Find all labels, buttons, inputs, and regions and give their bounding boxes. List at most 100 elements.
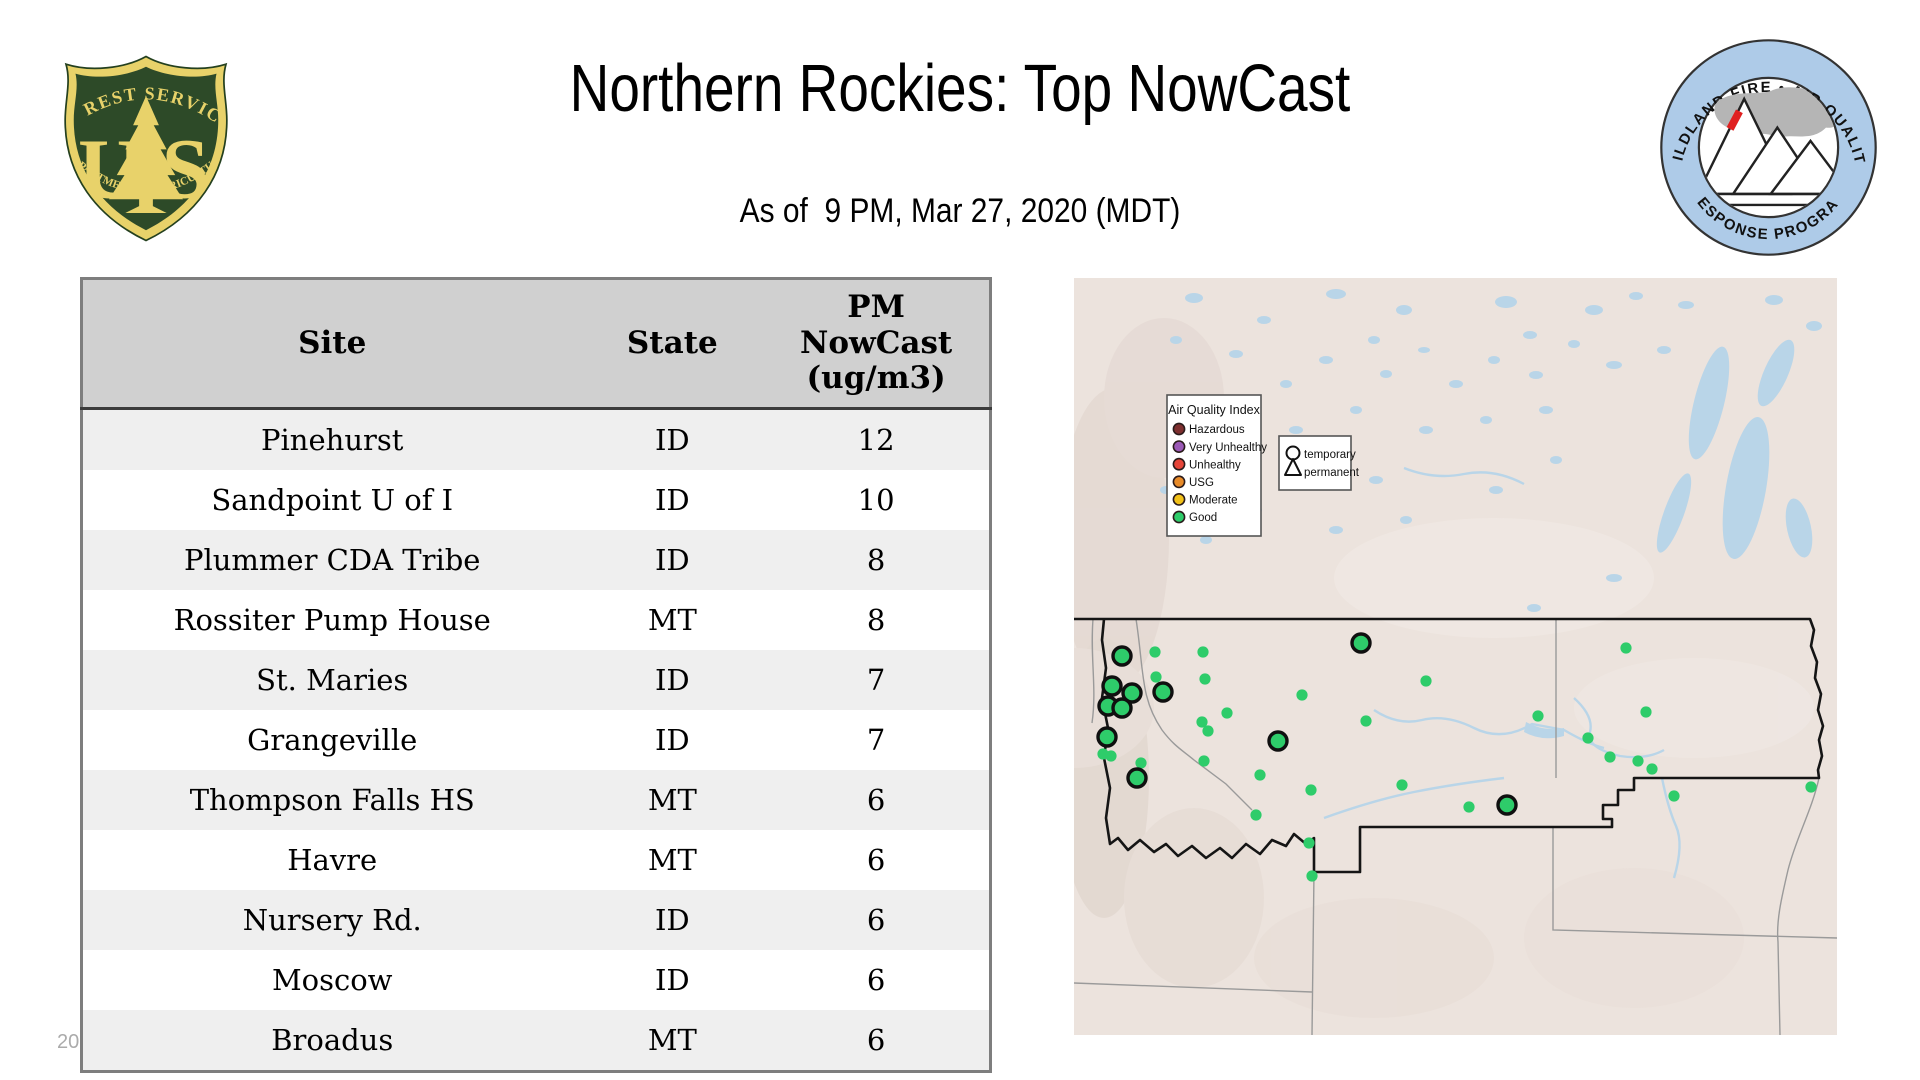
aqi-label: Very Unhealthy (1189, 442, 1267, 454)
cell-site: Sandpoint U of I (211, 483, 454, 517)
table-header-row: Site State PM NowCast (ug/m3) (81, 278, 991, 410)
aqi-legend: Air Quality Index Hazardous Very Unhealth… (1166, 394, 1267, 537)
table-row: Rossiter Pump House MT 8 (81, 590, 991, 650)
cell-state: ID (654, 423, 690, 457)
monitor-dot-small (1582, 732, 1594, 744)
monitor-dot-small (1306, 870, 1318, 882)
cell-state: MT (647, 843, 697, 877)
monitor-map: Air Quality Index Hazardous Very Unhealth… (1074, 278, 1837, 1035)
monitor-dot-small (1149, 646, 1161, 658)
monitor-dot-small (1805, 781, 1817, 793)
cell-state: MT (647, 1023, 697, 1057)
monitor-dot-small (1620, 642, 1632, 654)
aqi-label: USG (1189, 477, 1214, 489)
monitor-dot-large (1111, 645, 1133, 667)
cell-site: Havre (287, 843, 378, 877)
col-state-header: State (581, 278, 764, 410)
monitor-dot-large (1096, 726, 1118, 748)
cell-state: ID (654, 543, 690, 577)
table-row: St. Maries ID 7 (81, 650, 991, 710)
monitor-dot-small (1396, 779, 1408, 791)
cell-site: Thompson Falls HS (189, 783, 475, 817)
monitor-dot-small (1296, 689, 1308, 701)
table-body: Pinehurst ID 12 Sandpoint U of I ID 10 Plummer… (81, 408, 991, 1072)
cell-state: ID (654, 483, 690, 517)
aqi-label: Unhealthy (1189, 459, 1241, 471)
monitor-dot-small (1199, 673, 1211, 685)
pine-tree-icon (109, 96, 183, 213)
nowcast-table: Site State PM NowCast (ug/m3) Pinehurst ID 1… (80, 277, 992, 1073)
aqi-label: Good (1189, 512, 1217, 524)
aqi-swatch-unhealthy (1172, 457, 1186, 471)
monitor-dot-small (1632, 755, 1644, 767)
cell-site: Pinehurst (261, 423, 404, 457)
monitor-dot-small (1305, 784, 1317, 796)
monitor-dot-small (1604, 751, 1616, 763)
marker-legend: temporary permanent (1278, 435, 1360, 491)
monitor-dot-large (1121, 682, 1143, 704)
fort-peck-lake (1524, 722, 1564, 739)
monitor-dot-small (1198, 755, 1210, 767)
monitor-dot-large (1350, 632, 1372, 654)
monitor-dot-small (1303, 837, 1315, 849)
cell-state: ID (654, 903, 690, 937)
monitor-dot-small (1221, 707, 1233, 719)
page-title: Northern Rockies: Top NowCast (569, 51, 1351, 126)
table-row: Nursery Rd. ID 6 (81, 890, 991, 950)
cell-state: MT (647, 603, 697, 637)
cell-nowcast: 6 (866, 1023, 886, 1057)
aqi-label: Moderate (1189, 495, 1238, 507)
monitor-dot-small (1202, 725, 1214, 737)
cell-nowcast: 6 (866, 783, 886, 817)
cell-state: MT (647, 783, 697, 817)
cell-nowcast: 8 (866, 543, 886, 577)
monitor-dot-small (1640, 706, 1652, 718)
aqi-swatch-usg (1172, 475, 1186, 489)
permanent-marker-icon (1284, 458, 1302, 476)
cell-site: Plummer CDA Tribe (183, 543, 481, 577)
aqi-swatch-good (1172, 510, 1186, 524)
monitor-dot-large (1152, 681, 1174, 703)
monitor-dot-small (1532, 710, 1544, 722)
aqi-label: Hazardous (1189, 424, 1245, 436)
monitor-dot-small (1150, 671, 1162, 683)
cell-nowcast: 8 (866, 603, 886, 637)
col-site-header: Site (81, 278, 582, 410)
monitor-dots-large (1096, 632, 1518, 816)
cell-site: Rossiter Pump House (173, 603, 491, 637)
cell-site: Moscow (271, 963, 393, 997)
monitor-dot-large (1496, 794, 1518, 816)
monitor-dot-small (1135, 757, 1147, 769)
table-row: Moscow ID 6 (81, 950, 991, 1010)
table-row: Sandpoint U of I ID 10 (81, 470, 991, 530)
monitor-dot-small (1360, 715, 1372, 727)
monitor-dot-small (1420, 675, 1432, 687)
table-row: Broadus MT 6 (81, 1010, 991, 1072)
fire-mark (1726, 109, 1743, 131)
monitor-dot-small (1668, 790, 1680, 802)
wfaqrp-logo: WILDLAND FIRE • AIR QUALITY RESPONSE PRO… (1658, 37, 1877, 256)
monitor-dot-small (1646, 763, 1658, 775)
temporary-label: temporary (1304, 449, 1356, 461)
monitor-dot-small (1196, 716, 1208, 728)
table-row: Havre MT 6 (81, 830, 991, 890)
monitor-dot-large (1267, 730, 1289, 752)
monitor-dot-small (1254, 769, 1266, 781)
table-row: Pinehurst ID 12 (81, 408, 991, 470)
cell-site: Broadus (271, 1023, 394, 1057)
cell-site: Grangeville (247, 723, 418, 757)
cell-nowcast: 6 (866, 963, 886, 997)
cell-site: St. Maries (256, 663, 409, 697)
state-borders (1074, 618, 1837, 1035)
cell-nowcast: 6 (866, 843, 886, 877)
monitor-dot-large (1126, 767, 1148, 789)
aqi-legend-title: Air Quality Index (1168, 403, 1260, 417)
table-row: Grangeville ID 7 (81, 710, 991, 770)
aqi-swatch-very-unhealthy (1172, 440, 1186, 453)
table-row: Plummer CDA Tribe ID 8 (81, 530, 991, 590)
cell-nowcast: 10 (857, 483, 895, 517)
monitor-dot-large (1111, 697, 1133, 719)
monitor-dot-small (1463, 801, 1475, 813)
aqi-swatch-moderate (1172, 492, 1186, 506)
table-row: Thompson Falls HS MT 6 (81, 770, 991, 830)
